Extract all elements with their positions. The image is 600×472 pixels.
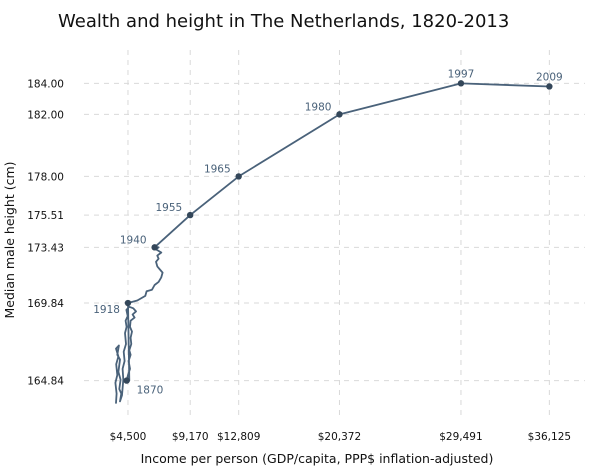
x-tick-label: $36,125 bbox=[528, 431, 571, 443]
year-label: 1918 bbox=[93, 304, 120, 316]
data-point bbox=[457, 80, 465, 87]
year-label: 1980 bbox=[305, 101, 332, 113]
data-point bbox=[235, 173, 242, 180]
year-label: 1997 bbox=[448, 68, 475, 80]
year-label: 1870 bbox=[137, 385, 164, 397]
year-label: 1955 bbox=[155, 202, 182, 214]
y-tick-label: 164.84 bbox=[27, 376, 64, 388]
x-axis-label: Income per person (GDP/capita, PPP$ infl… bbox=[141, 451, 494, 466]
x-axis-ticks: $4,500 $9,170 $12,809 $20,372 $29,491 $36,125 bbox=[110, 431, 571, 443]
chart-title: Wealth and height in The Netherlands, 18… bbox=[58, 11, 509, 32]
data-point bbox=[151, 244, 158, 251]
y-tick-label: 169.84 bbox=[27, 298, 64, 310]
x-tick-label: $20,372 bbox=[318, 431, 361, 443]
y-axis-ticks: 164.84 169.84 173.43 175.51 178.00 182.00 184.… bbox=[27, 78, 64, 387]
year-markers: 1870 1918 1940 1955 1965 1980 1997 2009 bbox=[93, 68, 562, 396]
year-label: 1965 bbox=[204, 163, 231, 175]
x-tick-label: $9,170 bbox=[172, 431, 209, 443]
y-tick-label: 178.00 bbox=[27, 171, 64, 183]
data-point bbox=[186, 211, 194, 219]
grid-lines bbox=[84, 50, 585, 420]
year-label: 2009 bbox=[536, 71, 563, 83]
data-point bbox=[123, 377, 130, 384]
year-label: 1940 bbox=[120, 234, 147, 246]
y-tick-label: 175.51 bbox=[27, 210, 64, 222]
series-group bbox=[114, 82, 551, 404]
data-point bbox=[546, 83, 553, 90]
data-point bbox=[124, 299, 132, 307]
y-tick-label: 184.00 bbox=[27, 78, 64, 90]
x-tick-label: $4,500 bbox=[110, 431, 147, 443]
y-tick-label: 173.43 bbox=[27, 242, 64, 254]
y-tick-label: 182.00 bbox=[27, 109, 64, 121]
data-point bbox=[336, 111, 343, 118]
series-line bbox=[114, 82, 551, 404]
y-axis-label: Median male height (cm) bbox=[2, 161, 17, 318]
x-tick-label: $12,809 bbox=[217, 431, 260, 443]
x-tick-label: $29,491 bbox=[439, 431, 482, 443]
